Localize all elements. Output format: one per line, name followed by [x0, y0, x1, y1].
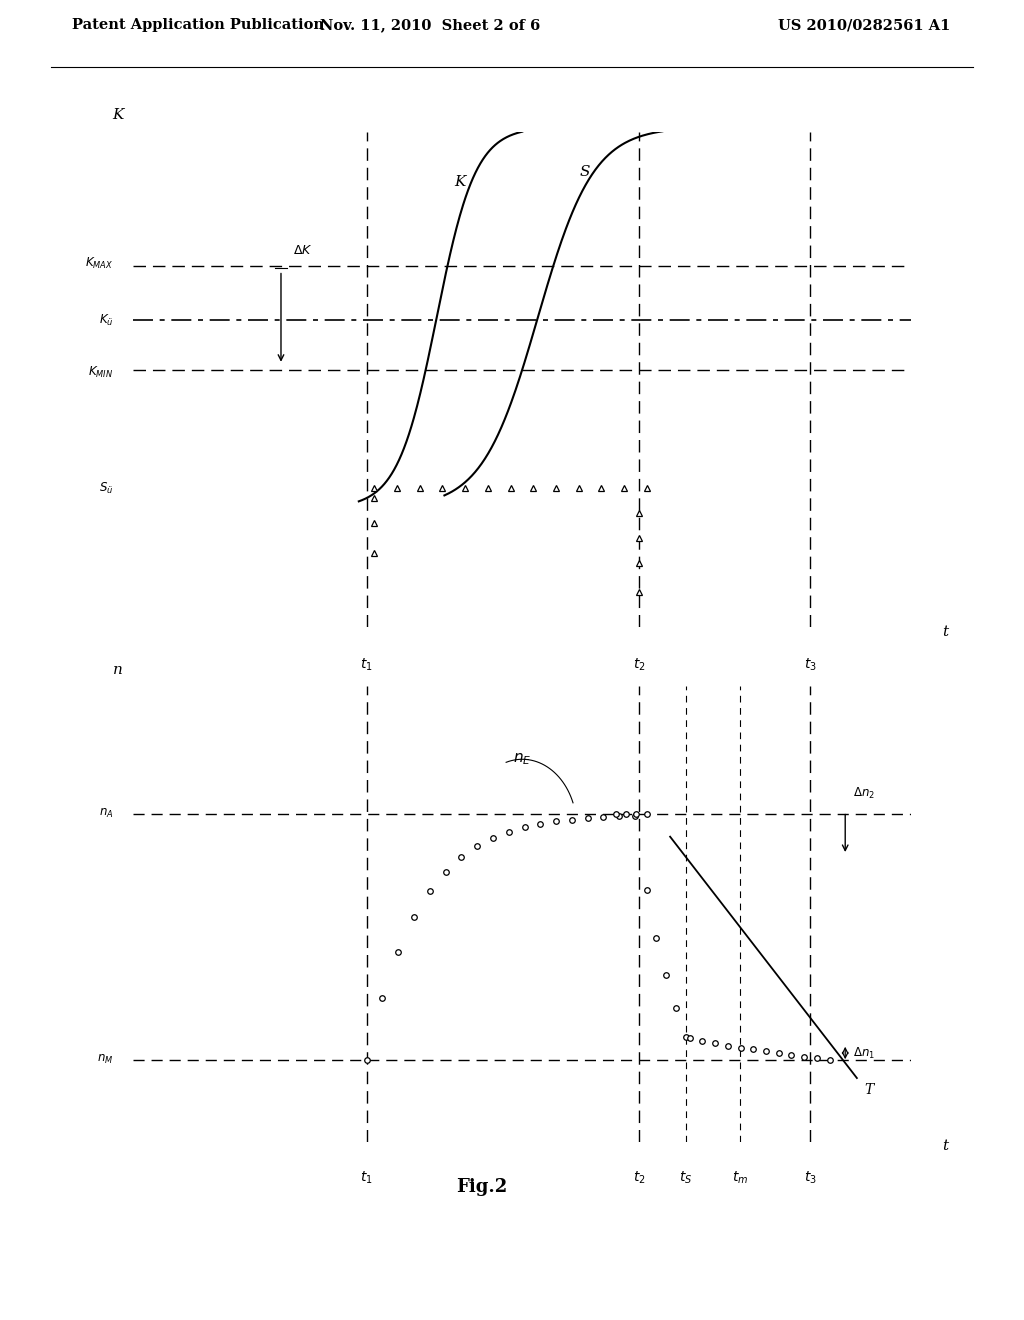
Text: $n_E$: $n_E$: [513, 751, 531, 767]
Text: $K_{MAX}$: $K_{MAX}$: [85, 256, 114, 271]
Text: $t_1$: $t_1$: [360, 657, 373, 673]
Text: Nov. 11, 2010  Sheet 2 of 6: Nov. 11, 2010 Sheet 2 of 6: [319, 18, 541, 33]
Text: t: t: [942, 1139, 948, 1154]
Text: K: K: [112, 108, 123, 121]
Text: T: T: [864, 1082, 873, 1097]
Text: $t_m$: $t_m$: [732, 1170, 749, 1185]
Text: $\Delta n_1$: $\Delta n_1$: [853, 1045, 874, 1060]
Text: $t_1$: $t_1$: [360, 1170, 373, 1185]
Text: Fig.2: Fig.2: [456, 1177, 507, 1196]
Text: n: n: [113, 663, 123, 677]
Text: $t_3$: $t_3$: [804, 657, 816, 673]
Text: $\Delta n_2$: $\Delta n_2$: [853, 785, 874, 801]
Text: K: K: [455, 174, 466, 189]
Text: $t_2$: $t_2$: [633, 657, 645, 673]
Text: t: t: [942, 624, 948, 639]
Text: $t_3$: $t_3$: [804, 1170, 816, 1185]
Text: Patent Application Publication: Patent Application Publication: [72, 18, 324, 33]
Text: S: S: [580, 165, 590, 178]
Text: $S_{ü}$: $S_{ü}$: [99, 480, 114, 496]
Text: $t_2$: $t_2$: [633, 1170, 645, 1185]
Text: $K_{MIN}$: $K_{MIN}$: [88, 364, 114, 380]
Text: US 2010/0282561 A1: US 2010/0282561 A1: [778, 18, 950, 33]
Text: $\Delta K$: $\Delta K$: [293, 244, 312, 257]
Text: $n_M$: $n_M$: [97, 1053, 114, 1067]
Text: $n_A$: $n_A$: [99, 808, 114, 821]
Text: $t_S$: $t_S$: [679, 1170, 692, 1185]
Text: $K_{ü}$: $K_{ü}$: [99, 313, 114, 327]
